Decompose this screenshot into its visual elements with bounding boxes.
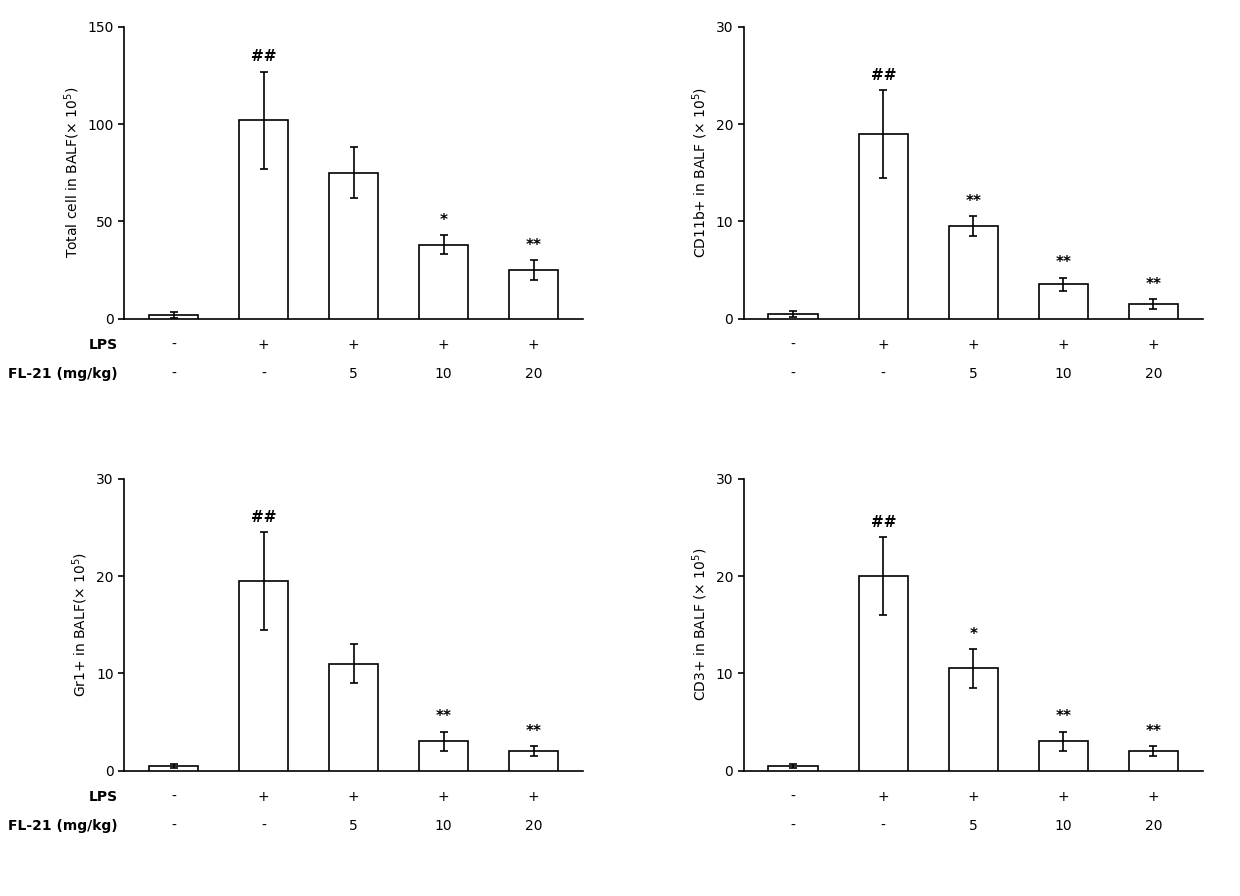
Bar [1128,751,1178,771]
Text: +: + [438,789,449,804]
Text: +: + [1058,789,1069,804]
Text: LPS: LPS [88,789,118,804]
Text: -: - [791,338,796,352]
Text: +: + [878,338,889,352]
Text: **: ** [1055,710,1071,724]
Y-axis label: Gr1+ in BALF(× 10$^5$): Gr1+ in BALF(× 10$^5$) [71,552,91,697]
Text: 5: 5 [968,367,977,381]
Bar [239,581,288,771]
Text: +: + [528,338,539,352]
Text: ##: ## [870,515,897,530]
Bar [1039,741,1087,771]
Bar [1039,285,1087,318]
Text: 10: 10 [435,819,453,833]
Bar [508,270,558,318]
Text: 20: 20 [1145,367,1162,381]
Text: -: - [880,819,885,833]
Text: +: + [1147,338,1159,352]
Text: +: + [1058,338,1069,352]
Text: -: - [880,367,885,381]
Text: +: + [347,789,360,804]
Text: -: - [262,819,265,833]
Text: +: + [878,789,889,804]
Text: 20: 20 [525,819,542,833]
Bar [1128,304,1178,318]
Bar [239,120,288,318]
Text: +: + [967,789,980,804]
Text: -: - [171,789,176,804]
Text: -: - [171,819,176,833]
Text: ##: ## [250,49,277,65]
Text: -: - [791,789,796,804]
Text: 5: 5 [968,819,977,833]
Bar [149,766,198,771]
Text: *: * [970,627,977,642]
Bar [769,314,818,318]
Bar [508,751,558,771]
Text: +: + [258,789,269,804]
Text: **: ** [526,724,542,739]
Text: LPS: LPS [88,338,118,352]
Text: **: ** [1146,724,1162,739]
Text: +: + [528,789,539,804]
Bar [769,766,818,771]
Text: 20: 20 [525,367,542,381]
Bar [149,314,198,318]
Bar [329,664,378,771]
Text: -: - [791,367,796,381]
Bar [949,226,998,318]
Text: 5: 5 [350,819,358,833]
Text: +: + [967,338,980,352]
Text: *: * [439,212,448,228]
Text: -: - [791,819,796,833]
Text: -: - [171,367,176,381]
Text: **: ** [1055,255,1071,271]
Bar [329,173,378,318]
Text: 10: 10 [1054,367,1073,381]
Text: 5: 5 [350,367,358,381]
Text: **: ** [526,238,542,253]
Bar [858,134,908,318]
Y-axis label: CD3+ in BALF (× 10$^5$): CD3+ in BALF (× 10$^5$) [691,548,711,702]
Text: 10: 10 [1054,819,1073,833]
Bar [949,668,998,771]
Bar [858,576,908,771]
Text: 10: 10 [435,367,453,381]
Text: **: ** [965,194,981,209]
Text: +: + [258,338,269,352]
Text: +: + [438,338,449,352]
Text: -: - [262,367,265,381]
Text: FL-21 (mg/kg): FL-21 (mg/kg) [9,367,118,381]
Text: 20: 20 [1145,819,1162,833]
Text: ##: ## [870,68,897,82]
Bar [419,741,469,771]
Y-axis label: Total cell in BALF(× 10$^5$): Total cell in BALF(× 10$^5$) [62,87,82,258]
Text: -: - [171,338,176,352]
Text: **: ** [435,710,451,724]
Y-axis label: CD11b+ in BALF (× 10$^5$): CD11b+ in BALF (× 10$^5$) [691,87,711,258]
Text: ##: ## [250,510,277,525]
Text: **: ** [1146,277,1162,292]
Text: FL-21 (mg/kg): FL-21 (mg/kg) [9,819,118,833]
Bar [419,245,469,318]
Text: +: + [1147,789,1159,804]
Text: +: + [347,338,360,352]
